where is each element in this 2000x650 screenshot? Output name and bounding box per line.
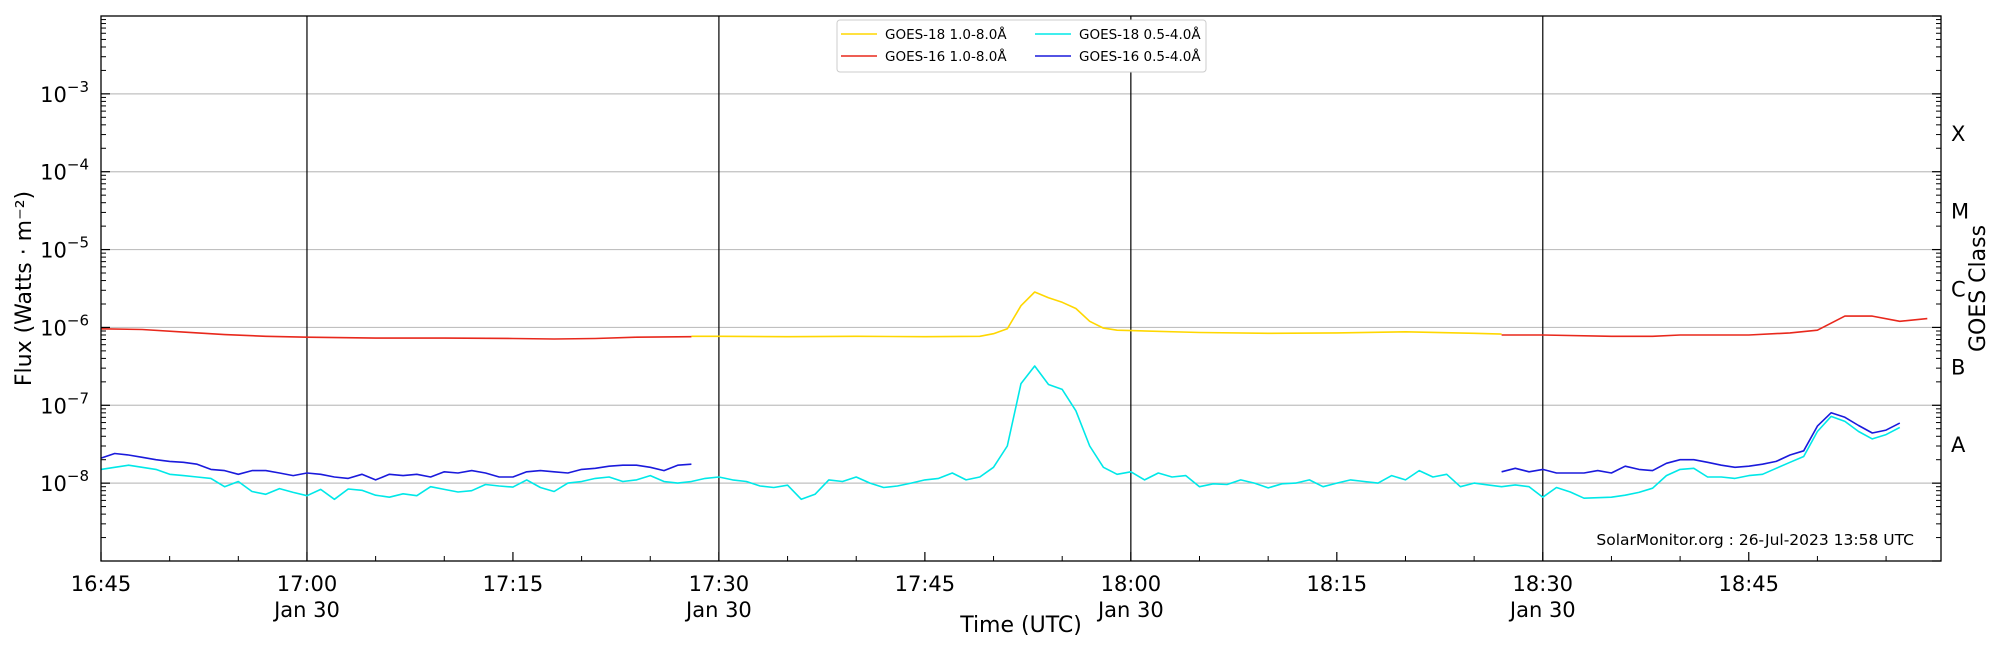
x-tick-date-label: Jan 30 <box>272 598 340 622</box>
goes-class-label: X <box>1951 122 1965 146</box>
legend: GOES-18 1.0-8.0Å GOES-16 1.0-8.0Å GOES-18 … <box>836 19 1207 73</box>
y-tick-labels: 10−8 10−7 10−6 10−5 10−4 10−3 <box>40 78 89 496</box>
x-tick-label: 17:15 <box>483 572 544 596</box>
goes-class-label: B <box>1951 355 1965 379</box>
legend-label: GOES-18 1.0-8.0Å <box>885 26 1007 43</box>
y-tick-label: 10−3 <box>40 78 89 107</box>
legend-label: GOES-16 0.5-4.0Å <box>1079 48 1201 65</box>
y-axis-title: Flux (Watts · m⁻²) <box>12 191 37 386</box>
x-tick-label: 17:45 <box>895 572 956 596</box>
plot-frame <box>100 15 1942 562</box>
y-tick-label: 10−4 <box>40 156 89 185</box>
horizontal-gridlines <box>101 93 1941 484</box>
y-tick-label: 10−7 <box>40 389 89 418</box>
x-tick-label: 17:30 <box>689 572 750 596</box>
x-tick-date-label: Jan 30 <box>1096 598 1164 622</box>
x-tick-label: 18:30 <box>1513 572 1574 596</box>
x-axis-title: Time (UTC) <box>959 613 1082 638</box>
x-tick-label: 17:00 <box>277 572 338 596</box>
x-tick-date-label: Jan 30 <box>1508 598 1576 622</box>
x-tick-label: 16:45 <box>71 572 132 596</box>
legend-label: GOES-18 0.5-4.0Å <box>1079 26 1201 43</box>
y-tick-label: 10−6 <box>40 311 89 340</box>
goes-class-label: M <box>1951 200 1969 224</box>
series-line <box>1501 315 1928 338</box>
series-line <box>691 291 1502 338</box>
goes-class-labels: A B C M X <box>1951 122 1969 457</box>
legend-label: GOES-16 1.0-8.0Å <box>885 48 1007 65</box>
series-line <box>100 452 692 481</box>
axis-ticks <box>100 15 1941 562</box>
credit-annotation: SolarMonitor.org : 26-Jul-2023 13:58 UTC <box>1596 531 1914 549</box>
series-line <box>100 328 692 340</box>
series-line <box>1501 411 1901 474</box>
series-line <box>100 365 1901 501</box>
right-axis-title: GOES Class <box>1966 225 1991 352</box>
goes-class-label: A <box>1951 433 1966 457</box>
x-tick-label: 18:45 <box>1718 572 1779 596</box>
x-tick-label: 18:15 <box>1307 572 1368 596</box>
y-tick-label: 10−5 <box>40 234 89 263</box>
x-tick-label: 18:00 <box>1101 572 1162 596</box>
x-tick-date-label: Jan 30 <box>684 598 752 622</box>
series-lines <box>100 291 1928 501</box>
y-tick-label: 10−8 <box>40 467 89 496</box>
goes-class-label: C <box>1951 278 1966 302</box>
legend-box <box>836 19 1207 73</box>
